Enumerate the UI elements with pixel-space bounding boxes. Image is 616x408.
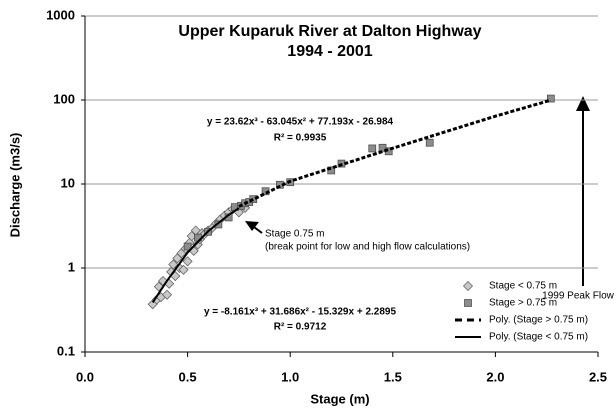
legend-marker <box>464 299 472 307</box>
chart-title: Upper Kuparuk River at Dalton Highway <box>178 23 481 40</box>
r-squared: R² = 0.9712 <box>274 322 327 333</box>
arrow-head <box>245 221 259 231</box>
data-point <box>178 264 189 275</box>
x-tick-label: 2.0 <box>486 369 504 384</box>
y-tick-label: 1000 <box>46 7 75 22</box>
x-tick-label: 1.5 <box>384 369 402 384</box>
data-point <box>546 94 555 103</box>
annotation: 1999 Peak Flow <box>542 291 614 302</box>
equation: y = -8.161x³ + 31.686x² - 15.329x + 2.28… <box>204 307 397 318</box>
legend-label: Poly. (Stage < 0.75 m) <box>489 332 588 343</box>
data-point <box>214 220 223 229</box>
x-tick-label: 2.5 <box>589 369 607 384</box>
y-tick-label: 0.1 <box>57 343 75 358</box>
trend-line <box>151 207 240 303</box>
annotation: Stage 0.75 m <box>265 229 324 240</box>
chart-subtitle: 1994 - 2001 <box>287 43 373 60</box>
data-point <box>162 289 173 300</box>
legend-label: Stage > 0.75 m <box>489 298 557 309</box>
equation: y = 23.62x³ - 63.045x² + 77.193x - 26.98… <box>207 117 394 128</box>
x-axis-label: Stage (m) <box>310 391 369 406</box>
x-tick-label: 0.0 <box>76 369 94 384</box>
x-tick-label: 1.0 <box>281 369 299 384</box>
y-tick-label: 1 <box>68 259 75 274</box>
arrow-head <box>576 96 590 111</box>
trend-line <box>238 98 552 208</box>
legend-label: Poly. (Stage > 0.75 m) <box>489 315 588 326</box>
data-point <box>425 138 434 147</box>
y-tick-label: 100 <box>53 91 75 106</box>
data-point <box>183 242 192 251</box>
data-point <box>182 256 193 267</box>
legend-label: Stage < 0.75 m <box>489 281 557 292</box>
arrow <box>253 226 263 234</box>
data-point <box>368 144 377 153</box>
x-tick-label: 0.5 <box>179 369 197 384</box>
data-point <box>168 259 179 270</box>
y-axis-label: Discharge (m3/s) <box>7 133 22 238</box>
y-tick-label: 10 <box>61 175 75 190</box>
annotation: (break point for low and high flow calcu… <box>265 242 470 253</box>
legend-marker <box>463 281 473 291</box>
r-squared: R² = 0.9935 <box>274 133 327 144</box>
